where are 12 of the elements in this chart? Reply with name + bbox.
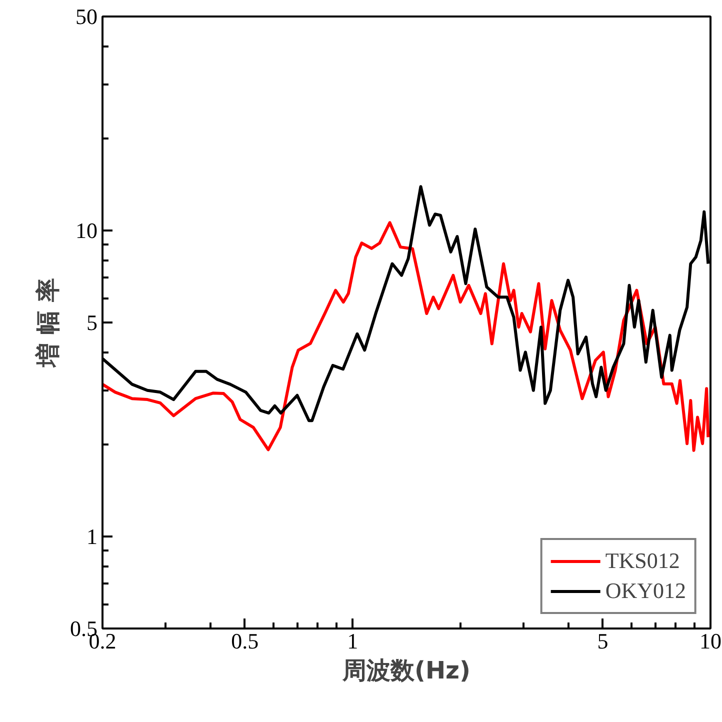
- y-tick-label: 50: [76, 4, 98, 29]
- legend-label: TKS012: [605, 548, 680, 574]
- y-tick-label: 10: [76, 218, 98, 243]
- x-tick-label: 0.5: [231, 628, 259, 654]
- x-axis-title: 周波数(Hz): [342, 656, 471, 684]
- y-tick-label: 1: [86, 524, 98, 549]
- x-tick-label: 1: [347, 628, 358, 654]
- x-tick-label: 10: [700, 628, 722, 654]
- y-axis-title: 増 幅 率: [34, 278, 62, 368]
- y-tick-label: 5: [86, 310, 98, 335]
- legend-label: OKY012: [605, 578, 686, 604]
- x-tick-label: 5: [597, 628, 608, 654]
